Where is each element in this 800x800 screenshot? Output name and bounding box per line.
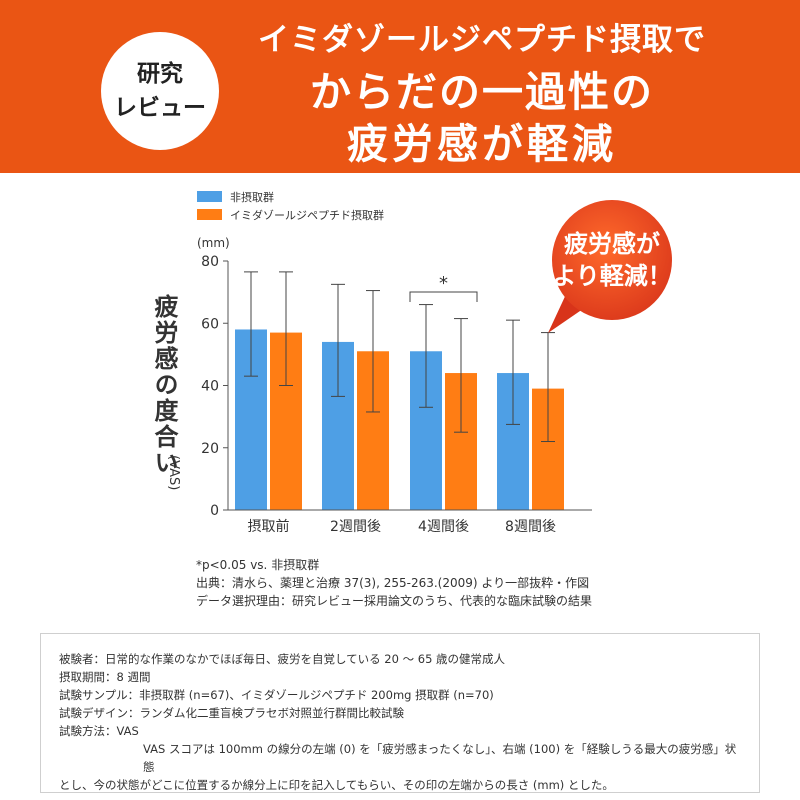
legend-swatch-control [197, 191, 222, 202]
callout-bubble: 疲労感が より軽減！ [548, 200, 672, 333]
y-tick-label: 80 [201, 254, 219, 270]
badge-line-1: 研究 [137, 61, 183, 87]
badge-line-2: レビュー [114, 95, 206, 121]
headline-line-1: イミダゾールジペプチド摂取で [258, 22, 706, 58]
study-info-box: 被験者：日常的な作業のなかでほぼ毎日、疲労を自覚している 20 ～ 65 歳の健… [40, 633, 760, 793]
x-category-label: 8週間後 [505, 519, 556, 535]
legend-swatch-treatment [197, 209, 222, 220]
y-axis-unit: (mm) [197, 236, 230, 250]
significance-bracket [409, 291, 478, 302]
headline: イミダゾールジペプチド摂取で からだの一過性の 疲労感が軽減 [232, 14, 732, 170]
header-banner: 研究 レビュー イミダゾールジペプチド摂取で からだの一過性の 疲労感が軽減 [0, 0, 800, 173]
y-tick-label: 60 [201, 316, 219, 332]
callout-line-2: より軽減！ [552, 262, 672, 290]
significance-marker: * [439, 273, 448, 294]
legend-label-control: 非摂取群 [230, 190, 274, 204]
info-method-detail-1: VAS スコアは 100mm の線分の左端 (0) を「疲労感まったくなし」、右… [143, 742, 737, 774]
callout-circle [552, 200, 672, 320]
y-tick-label: 20 [201, 441, 219, 457]
selection-reason-note: データ選択理由：研究レビュー採用論文のうち、代表的な臨床試験の結果 [196, 594, 593, 608]
info-subjects: 被験者：日常的な作業のなかでほぼ毎日、疲労を自覚している 20 ～ 65 歳の健… [59, 652, 506, 666]
y-axis-label: 疲労感の度合い [150, 293, 178, 476]
y-tick-label: 40 [201, 379, 219, 395]
research-review-badge: 研究 レビュー [101, 32, 219, 150]
x-category-label: 2週間後 [330, 519, 381, 535]
headline-line-2: からだの一過性の [310, 68, 654, 116]
info-sample: 試験サンプル：非摂取群 (n=67)、イミダゾールジペプチド 200mg 摂取群… [59, 688, 494, 702]
source-note: 出典：清水ら、薬理と治療 37(3), 255-263.(2009) より一部抜… [196, 576, 590, 590]
legend-label-treatment: イミダゾールジペプチド摂取群 [230, 208, 384, 222]
info-design: 試験デザイン：ランダム化二重盲検プラセボ対照並行群間比較試験 [59, 706, 404, 720]
y-tick-label: 0 [210, 503, 219, 519]
y-axis-label-sub: (VAS) [166, 455, 181, 490]
significance-note: *p<0.05 vs. 非摂取群 [196, 558, 320, 572]
callout-line-1: 疲労感が [564, 230, 660, 258]
info-method: 試験方法：VAS [59, 724, 139, 738]
headline-line-3: 疲労感が軽減 [347, 120, 617, 168]
x-category-label: 4週間後 [418, 519, 469, 535]
fatigue-bar-chart: 非摂取群 イミダゾールジペプチド摂取群 (mm) 疲労感の度合い (VAS) 0… [150, 190, 672, 535]
info-method-detail-2: とし、今の状態がどこに位置するか線分上に印を記入してもらい、その印の左端からの長… [59, 778, 614, 792]
x-category-label: 摂取前 [248, 518, 290, 535]
info-period: 摂取期間：8 週間 [59, 670, 151, 684]
chart-notes: *p<0.05 vs. 非摂取群 出典：清水ら、薬理と治療 37(3), 255… [196, 556, 592, 610]
